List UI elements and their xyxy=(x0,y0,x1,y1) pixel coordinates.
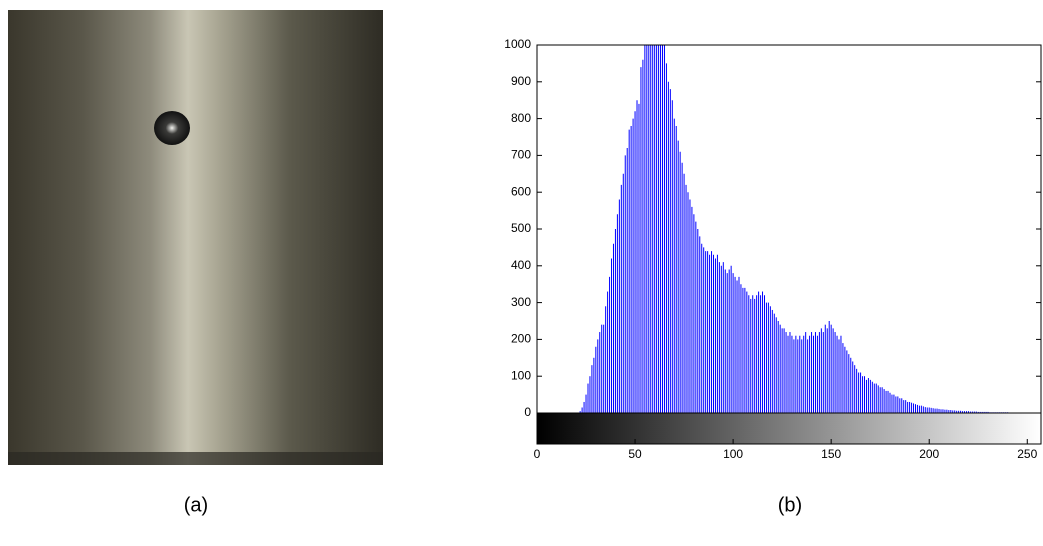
y-tick-label: 500 xyxy=(511,221,531,235)
y-tick-label: 100 xyxy=(511,368,531,382)
histogram-bars xyxy=(579,45,1038,413)
x-tick-label: 150 xyxy=(821,447,841,461)
colorbar xyxy=(537,413,1041,444)
y-tick-label: 0 xyxy=(524,405,531,419)
y-tick-label: 200 xyxy=(511,332,531,346)
y-tick-label: 400 xyxy=(511,258,531,272)
x-tick-label: 250 xyxy=(1017,447,1037,461)
y-tick-label: 600 xyxy=(511,184,531,198)
y-tick-label: 800 xyxy=(511,111,531,125)
x-tick-label: 100 xyxy=(723,447,743,461)
y-tick-label: 700 xyxy=(511,148,531,162)
x-tick-label: 0 xyxy=(534,447,541,461)
x-tick-label: 50 xyxy=(628,447,642,461)
photo xyxy=(8,10,383,465)
y-tick-label: 1000 xyxy=(504,37,531,51)
caption: (b) xyxy=(778,494,802,516)
y-tick-label: 900 xyxy=(511,74,531,88)
axes-box xyxy=(536,44,1042,445)
y-tick-label: 300 xyxy=(511,295,531,309)
caption: (a) xyxy=(184,494,208,516)
x-tick-label: 200 xyxy=(919,447,939,461)
